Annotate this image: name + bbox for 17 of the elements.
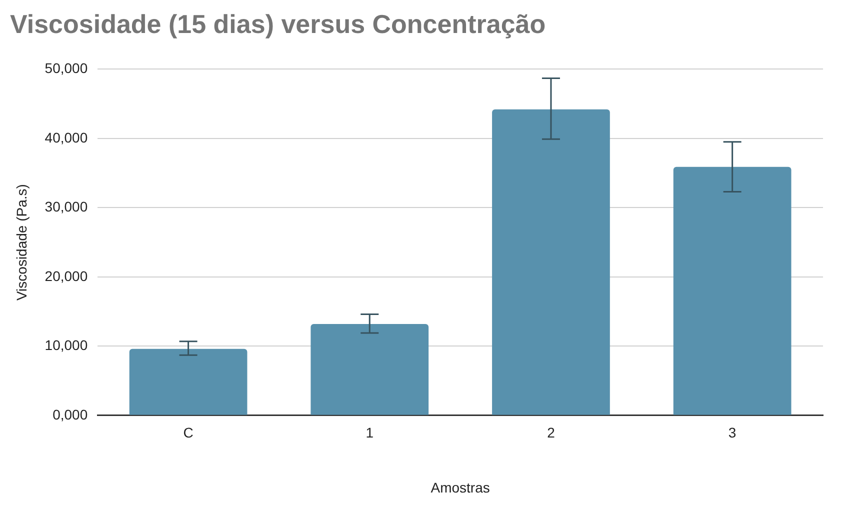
- y-tick-label: 0,000: [52, 406, 88, 422]
- x-tick-label: 2: [547, 424, 556, 441]
- y-tick-label: 30,000: [44, 198, 88, 215]
- y-tick-label: 10,000: [44, 337, 88, 354]
- x-axis-title: Amostras: [430, 479, 490, 496]
- y-tick-label: 40,000: [44, 129, 88, 146]
- x-tick-label: 3: [728, 424, 736, 441]
- y-axis-title: Viscosidade (Pa.s): [13, 184, 30, 301]
- y-tick-label: 20,000: [44, 268, 88, 284]
- x-tick-label: 1: [366, 424, 374, 441]
- chart-title: Viscosidade (15 dias) versus Concentração: [10, 8, 546, 39]
- y-tick-label: 50,000: [44, 60, 88, 76]
- bar: [129, 348, 248, 415]
- x-tick-label: C: [183, 424, 194, 441]
- bar: [673, 166, 792, 415]
- bar: [492, 109, 610, 415]
- bar: [310, 324, 429, 415]
